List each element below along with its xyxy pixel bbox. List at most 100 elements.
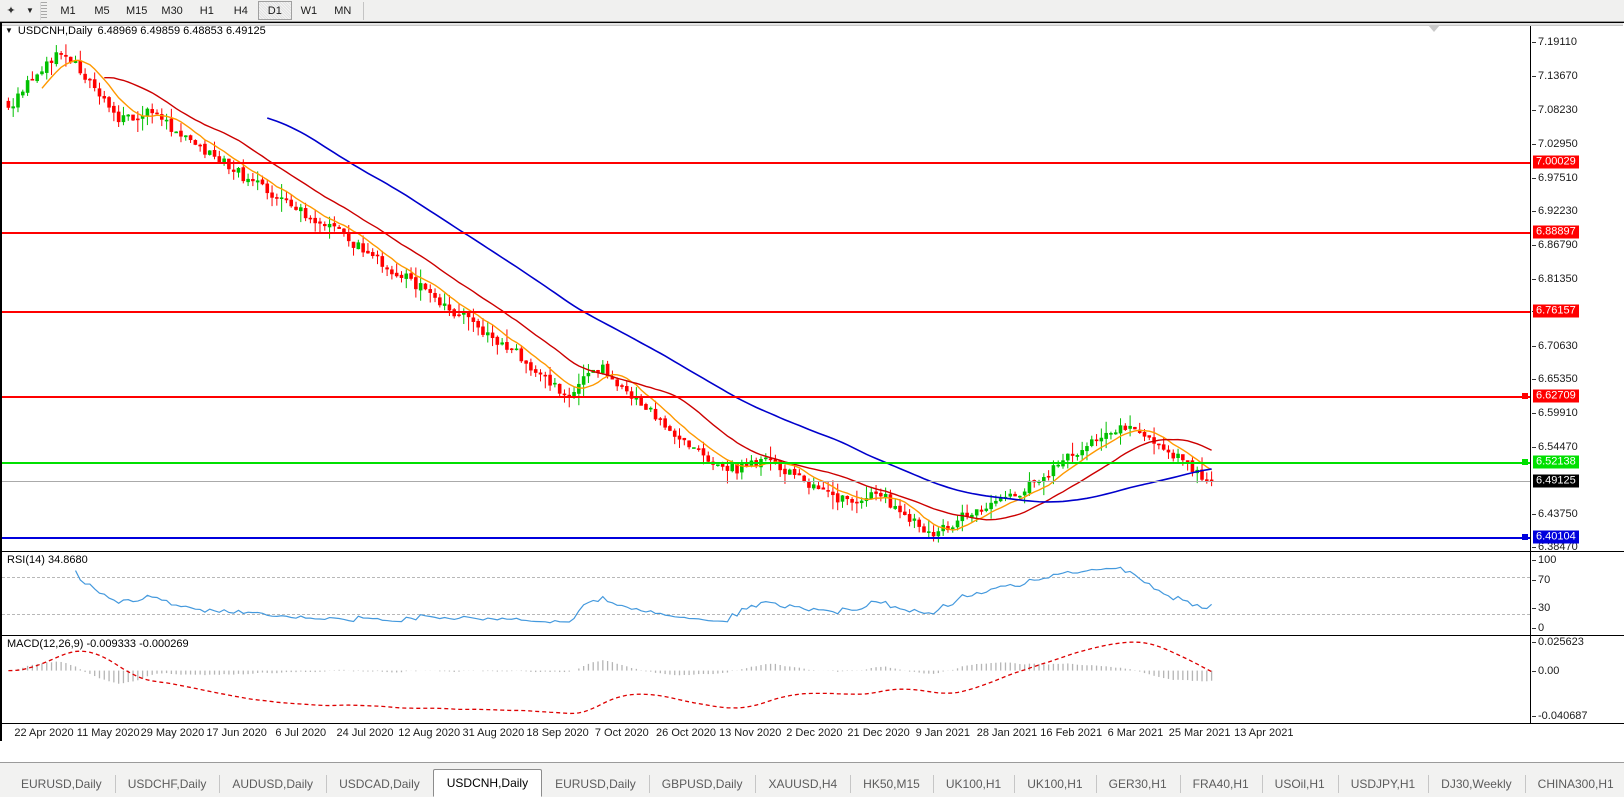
chart-frame: ▼ USDCNH,Daily 6.48969 6.49859 6.48853 6…	[0, 22, 1624, 742]
macd-series	[8, 641, 1213, 715]
price-tick-6.70630: 6.70630	[1532, 340, 1578, 352]
timeframe-button-h1[interactable]: H1	[199, 4, 214, 17]
chart-tab-2[interactable]: AUDUSD,Daily	[219, 771, 326, 797]
time-tick-19: 13 Apr 2021	[1234, 727, 1294, 739]
scroll-thumb-icon[interactable]	[1425, 25, 1443, 34]
price-tick-6.59910: 6.59910	[1532, 407, 1578, 420]
level-handle-6.62709[interactable]	[1522, 392, 1528, 399]
chart-tab-1[interactable]: USDCHF,Daily	[114, 771, 220, 797]
chart-tab-8[interactable]: HK50,M15	[850, 771, 933, 797]
level-line-6.62709[interactable]	[2, 395, 1530, 398]
chart-scroll-rail[interactable]	[2, 23, 1623, 26]
chart-tab-5[interactable]: EURUSD,Daily	[555, 777, 636, 791]
timeframe-button-d1[interactable]: D1	[257, 1, 292, 20]
level-handle-6.40104[interactable]	[1522, 534, 1528, 541]
time-tick-11: 13 Nov 2020	[718, 727, 782, 739]
price-tag-6.52138: 6.52138	[1533, 455, 1579, 469]
price-tag-6.88897: 6.88897	[1533, 225, 1579, 239]
timeframe-button-m15[interactable]: M15	[126, 4, 148, 17]
price-tick-7.02950: 7.02950	[1532, 137, 1578, 150]
rsi-pane: RSI(14) 34.8680 100 70 30 0	[2, 551, 1624, 635]
rsi-tick-30: 30	[1531, 601, 1551, 614]
time-tick-0: 22 Apr 2020	[14, 727, 74, 739]
time-tick-10: 26 Oct 2020	[656, 727, 716, 739]
level-line-6.49125[interactable]	[2, 480, 1530, 482]
symbol-header: ▼ USDCNH,Daily 6.48969 6.49859 6.48853 6…	[5, 25, 266, 37]
rsi-label: RSI(14) 34.8680	[7, 554, 88, 566]
time-tick-1: 11 May 2020	[76, 727, 140, 739]
chart-tab-0[interactable]: EURUSD,Daily	[21, 777, 102, 791]
timeframe-button-mn[interactable]: MN	[334, 4, 352, 17]
macd-pane: MACD(12,26,9) -0.009333 -0.000269 0.0256…	[2, 635, 1624, 723]
macd-plot-area[interactable]: MACD(12,26,9) -0.009333 -0.000269	[2, 636, 1530, 723]
time-tick-13: 21 Dec 2020	[847, 727, 910, 739]
chart-tab-11[interactable]: GER30,H1	[1095, 771, 1180, 797]
price-tick-7.19110: 7.19110	[1532, 36, 1577, 49]
chart-tab-7[interactable]: XAUUSD,H4	[755, 771, 850, 797]
timeframe-toolbar: ✦ ▼ M1 M5 M15 M30 H1 H4 D1 W1 MN	[0, 0, 1624, 22]
timeframe-group: M1 M5 M15 M30 H1 H4 D1 W1 MN	[51, 1, 360, 21]
price-tick-7.08230: 7.08230	[1532, 104, 1578, 117]
rsi-line-series	[74, 566, 1212, 624]
toolbar-grip[interactable]	[40, 1, 47, 20]
price-tick-6.86790: 6.86790	[1532, 238, 1578, 251]
price-tick-6.81350: 6.81350	[1532, 272, 1578, 285]
time-tick-15: 28 Jan 2021	[976, 727, 1038, 739]
timeframe-button-m5[interactable]: M5	[94, 4, 110, 17]
time-tick-9: 7 Oct 2020	[594, 727, 649, 739]
candlestick-series	[6, 44, 1214, 543]
chevron-down-icon[interactable]: ▼	[26, 6, 34, 15]
price-tag-6.62709: 6.62709	[1533, 389, 1579, 403]
level-line-6.40104[interactable]	[2, 537, 1530, 540]
chart-tab-4[interactable]: USDCNH,Daily	[432, 769, 543, 797]
crosshair-pointer-icon[interactable]: ✦	[6, 5, 16, 17]
price-tick-6.92230: 6.92230	[1532, 204, 1578, 217]
toolbar-divider	[362, 1, 364, 20]
timeframe-button-m1[interactable]: M1	[60, 4, 76, 17]
chevron-down-icon[interactable]: ▼	[5, 26, 13, 35]
chart-tab-15[interactable]: DJ30,Weekly	[1428, 771, 1524, 797]
tab-list: EURUSD,Daily USDCHF,Daily AUDUSD,Daily USDC…	[8, 769, 1624, 797]
level-handle-6.52138[interactable]	[1522, 458, 1528, 465]
price-tick-6.97510: 6.97510	[1532, 171, 1578, 184]
chart-tab-6[interactable]: GBPUSD,Daily	[648, 771, 756, 797]
price-axis[interactable]: 7.19110 7.13670 7.08230 7.02950 6.97510 6.922…	[1530, 23, 1624, 554]
price-tick-6.43750: 6.43750	[1532, 508, 1578, 521]
price-tick-6.54470: 6.54470	[1532, 441, 1578, 454]
level-line-6.76157[interactable]	[2, 311, 1530, 314]
time-axis[interactable]: 22 Apr 2020 11 May 2020 29 May 2020 17 Jun …	[2, 723, 1624, 742]
chart-tab-10[interactable]: UK100,H1	[1014, 771, 1095, 797]
chart-tab-16[interactable]: CHINA300,H1	[1524, 771, 1624, 797]
macd-axis: 0.025623 0.00 -0.040687	[1530, 636, 1624, 723]
chart-tab-13[interactable]: USOil,H1	[1261, 771, 1338, 797]
time-tick-5: 24 Jul 2020	[336, 727, 394, 739]
level-line-6.52138[interactable]	[2, 461, 1530, 464]
rsi-guide-30	[2, 614, 1530, 615]
time-tick-17: 6 Mar 2021	[1107, 727, 1164, 739]
chart-tab-9[interactable]: UK100,H1	[932, 771, 1014, 797]
macd-tick--0.040687: -0.040687	[1532, 710, 1588, 722]
timeframe-button-m30[interactable]: M30	[161, 4, 183, 17]
price-plot-area[interactable]	[2, 23, 1530, 551]
time-tick-6: 12 Aug 2020	[398, 727, 461, 739]
rsi-plot-area[interactable]: RSI(14) 34.8680	[2, 552, 1530, 635]
time-tick-8: 18 Sep 2020	[526, 727, 589, 739]
timeframe-button-w1[interactable]: W1	[300, 4, 318, 17]
rsi-tick-100: 100	[1531, 554, 1557, 566]
time-tick-3: 17 Jun 2020	[206, 727, 267, 739]
rsi-guide-70	[2, 577, 1530, 578]
price-tag-7.00029: 7.00029	[1533, 155, 1579, 169]
time-tick-2: 29 May 2020	[140, 727, 205, 739]
rsi-tick-70: 70	[1531, 574, 1551, 587]
level-line-6.88897[interactable]	[2, 231, 1530, 234]
price-tag-6.49125: 6.49125	[1533, 474, 1579, 488]
macd-tick-0.025623: 0.025623	[1532, 636, 1584, 648]
price-tick-6.38470: 6.38470	[1532, 541, 1578, 554]
chart-tab-14[interactable]: USDJPY,H1	[1337, 771, 1428, 797]
level-line-7.00029[interactable]	[2, 161, 1530, 164]
chart-tab-12[interactable]: FRA40,H1	[1179, 771, 1262, 797]
price-tag-6.40104: 6.40104	[1533, 530, 1579, 544]
timeframe-button-h4[interactable]: H4	[233, 4, 248, 17]
chart-tab-3[interactable]: USDCAD,Daily	[326, 771, 433, 797]
